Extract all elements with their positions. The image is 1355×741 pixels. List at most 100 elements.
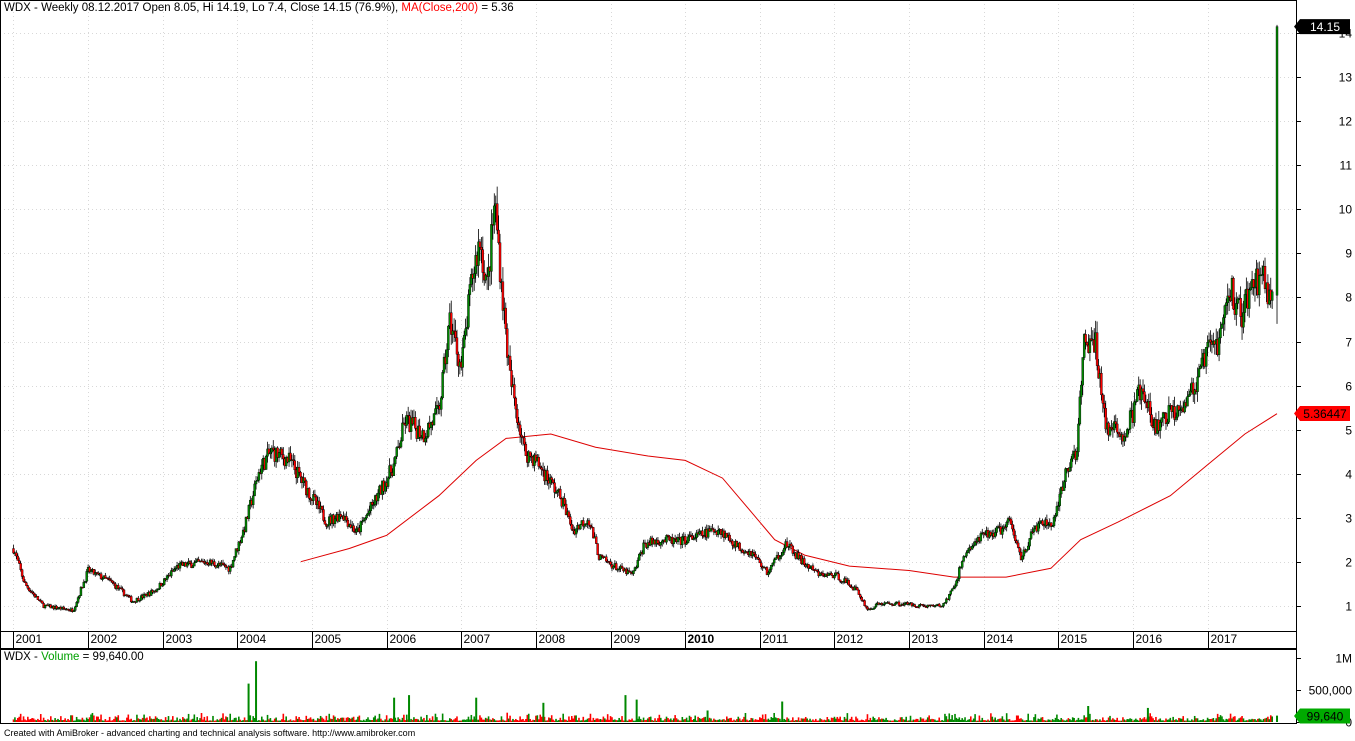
volume-bar bbox=[1070, 720, 1073, 722]
volume-bar bbox=[370, 720, 372, 722]
volume-bar bbox=[84, 720, 87, 722]
candle-body bbox=[728, 534, 731, 542]
candle-body bbox=[487, 266, 490, 277]
volume-bar bbox=[1140, 719, 1143, 722]
volume-bar bbox=[928, 715, 930, 722]
volume-bar bbox=[1021, 719, 1024, 722]
candle-body bbox=[441, 372, 444, 399]
candle-body bbox=[518, 424, 522, 436]
volume-bar bbox=[1179, 718, 1182, 722]
volume-bar bbox=[792, 717, 794, 722]
volume-bar bbox=[1084, 717, 1087, 722]
candle-body bbox=[612, 566, 615, 569]
volume-bar bbox=[670, 718, 672, 722]
candle-body bbox=[638, 553, 641, 561]
candle-body bbox=[963, 555, 967, 558]
candle-body bbox=[959, 567, 962, 569]
volume-bar bbox=[830, 717, 833, 722]
candle-body bbox=[101, 578, 104, 580]
volume-bar bbox=[611, 717, 613, 722]
volume-bar bbox=[736, 719, 738, 722]
volume-bar bbox=[394, 717, 397, 722]
candle-body bbox=[1080, 384, 1083, 398]
volume-bar bbox=[546, 720, 549, 722]
candle-body bbox=[359, 521, 363, 533]
volume-bar bbox=[530, 720, 533, 722]
candle-body bbox=[157, 588, 160, 591]
volume-bar bbox=[199, 718, 201, 722]
volume-bar bbox=[991, 716, 994, 722]
candle-body bbox=[1219, 327, 1222, 339]
candle-body bbox=[973, 541, 977, 546]
candle-body bbox=[108, 578, 111, 581]
volume-bar bbox=[174, 720, 177, 722]
candle-body bbox=[1077, 423, 1080, 453]
volume-bar bbox=[466, 719, 468, 722]
volume-bar bbox=[35, 720, 38, 722]
candle-body bbox=[312, 494, 315, 501]
volume-bar bbox=[802, 718, 804, 722]
volume-bar bbox=[512, 718, 514, 722]
candle-body bbox=[838, 579, 842, 582]
candle-body bbox=[827, 573, 830, 576]
candle-body bbox=[142, 593, 146, 598]
volume-bar bbox=[177, 720, 180, 722]
volume-bar bbox=[1257, 718, 1259, 722]
candle-body bbox=[592, 527, 595, 539]
volume-bar bbox=[71, 715, 74, 722]
candle-body bbox=[1014, 534, 1017, 541]
volume-bar bbox=[226, 717, 229, 722]
volume-bar bbox=[153, 718, 155, 722]
volume-bar bbox=[344, 720, 346, 722]
candle-body bbox=[1200, 357, 1204, 367]
candle-body bbox=[1068, 467, 1072, 472]
volume-bar bbox=[572, 718, 575, 722]
volume-bar bbox=[826, 717, 829, 722]
volume-bar bbox=[21, 720, 23, 722]
volume-bar bbox=[1169, 717, 1172, 722]
volume-bar bbox=[1011, 720, 1014, 722]
volume-bar bbox=[634, 720, 636, 722]
volume-bar bbox=[948, 713, 951, 722]
volume-bar bbox=[1063, 720, 1065, 722]
candle-body bbox=[972, 544, 975, 547]
volume-bar bbox=[872, 716, 874, 722]
volume-bar bbox=[919, 717, 922, 722]
candle-body bbox=[389, 465, 393, 473]
volume-bar bbox=[588, 718, 590, 722]
volume-bar bbox=[463, 719, 465, 722]
volume-bar bbox=[965, 720, 968, 722]
candle-body bbox=[1064, 468, 1067, 482]
volume-bar bbox=[1033, 717, 1035, 722]
volume-bar bbox=[882, 718, 885, 722]
year-tick-label: 2007 bbox=[464, 632, 491, 646]
volume-bar bbox=[711, 720, 714, 722]
candle-body bbox=[871, 608, 875, 610]
volume-bar bbox=[240, 720, 243, 722]
volume-spike bbox=[781, 701, 784, 722]
candle-body bbox=[137, 597, 140, 602]
candle-body bbox=[447, 325, 450, 351]
candle-body bbox=[1123, 436, 1126, 442]
volume-bar bbox=[361, 720, 364, 722]
volume-bar bbox=[1076, 719, 1078, 722]
volume-bar bbox=[1081, 719, 1084, 722]
volume-bar bbox=[771, 717, 774, 722]
volume-bar bbox=[146, 717, 148, 722]
candle-body bbox=[1078, 396, 1082, 425]
volume-bar bbox=[1025, 720, 1028, 722]
volume-bar bbox=[863, 720, 866, 722]
candle-body bbox=[78, 595, 81, 598]
volume-bar bbox=[536, 715, 539, 722]
axis-labels: 1234567891011121314200120022003200420052… bbox=[16, 19, 1352, 730]
price-tick-label: 9 bbox=[1345, 247, 1352, 261]
candle-body bbox=[1016, 542, 1020, 548]
volume-bar bbox=[347, 717, 349, 722]
volume-bar bbox=[703, 717, 705, 722]
volume-bar bbox=[64, 718, 66, 722]
volume-bar bbox=[87, 719, 89, 722]
volume-bar bbox=[753, 720, 755, 722]
volume-bar bbox=[526, 714, 529, 722]
candle-body bbox=[155, 589, 159, 592]
